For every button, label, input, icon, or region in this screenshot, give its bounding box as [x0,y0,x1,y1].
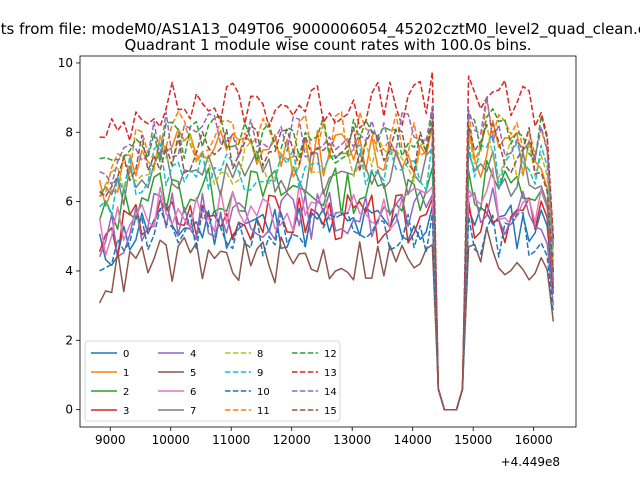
axes-layer: 9000 10000 11000 12000 13000 14000 15000 16000 0… [58,55,577,469]
series-line-13 [99,71,555,411]
y-tick-label: 4 [65,264,73,278]
x-tick-label: 9000 [95,433,126,447]
x-tick-label: 16000 [515,433,553,447]
legend-label-7: 7 [190,406,196,417]
legend-label-5: 5 [190,368,196,379]
series-line-14 [99,95,555,411]
legend-label-0: 0 [123,349,129,360]
series-line-8 [98,124,555,411]
x-tick-label: 13000 [333,433,371,447]
x-tick-label: 14000 [394,433,432,447]
series-layer [98,71,555,411]
series-line-9 [99,130,555,411]
series-line-15 [99,121,555,411]
y-tick-label: 2 [65,333,73,347]
series-line-5 [98,226,555,411]
x-tick-label: 11000 [212,433,250,447]
legend-label-15: 15 [324,406,337,417]
y-tick-label: 10 [58,56,73,70]
series-line-6 [98,167,555,411]
x-tick-label: 12000 [273,433,311,447]
figure-suptitle: Plots from file: modeM0/AS1A13_049T06_90… [0,20,640,38]
x-offset-label: +4.449e8 [501,455,560,469]
x-tick-label: 15000 [454,433,492,447]
y-tick-label: 8 [65,125,73,139]
series-line-12 [99,108,555,411]
legend-box [84,340,341,422]
x-tick-label: 10000 [152,433,190,447]
legend-label-8: 8 [257,349,263,360]
legend-label-6: 6 [190,387,196,398]
legend-label-4: 4 [190,349,196,360]
y-tick-label: 6 [65,195,73,209]
y-tick-label: 0 [65,403,73,417]
legend-label-13: 13 [324,368,337,379]
legend-label-12: 12 [324,349,337,360]
legend-label-10: 10 [257,387,270,398]
legend-label-3: 3 [123,406,129,417]
plot-frame [79,55,577,428]
legend-label-11: 11 [257,406,270,417]
legend-label-9: 9 [257,368,263,379]
legend-label-2: 2 [123,387,129,398]
series-line-10 [99,207,555,411]
legend-label-1: 1 [123,368,129,379]
plot-title: Quadrant 1 module wise count rates with … [124,36,532,54]
legend-label-14: 14 [324,387,337,398]
series-line-7 [98,147,555,411]
